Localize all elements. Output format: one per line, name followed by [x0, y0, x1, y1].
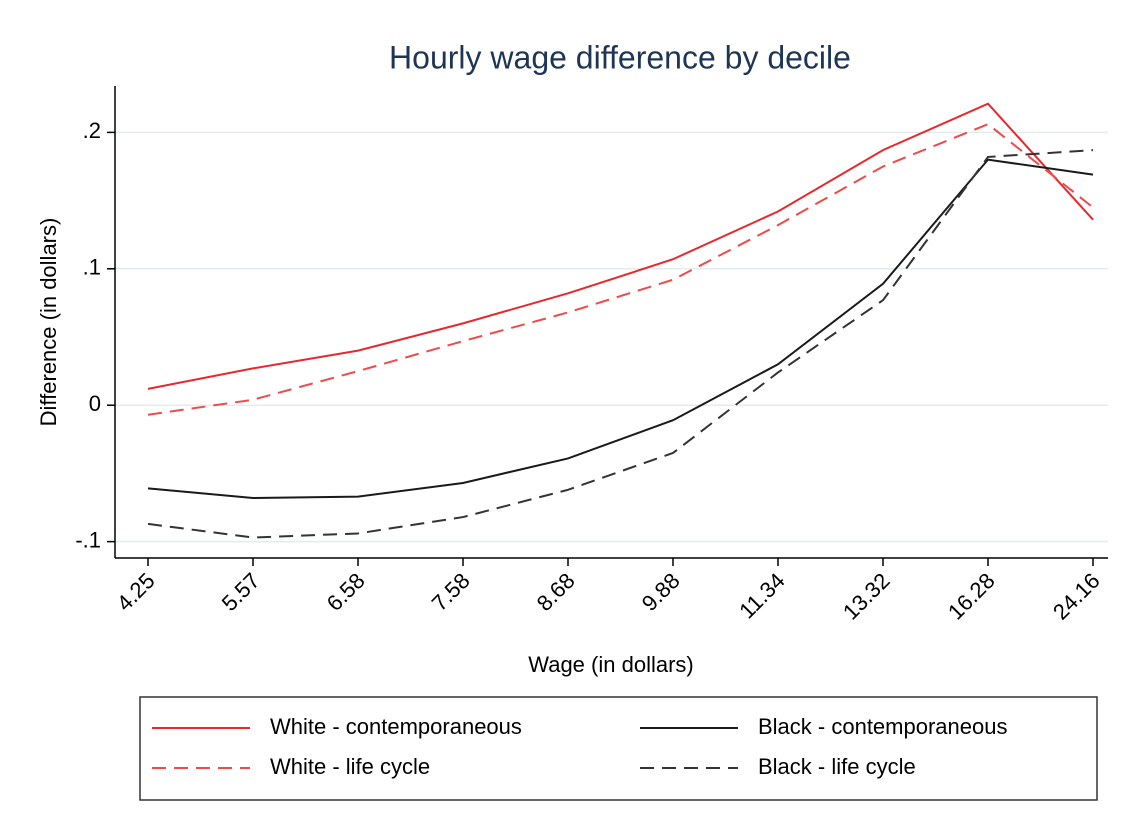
line-series — [147, 123, 1094, 416]
line-series — [147, 149, 1094, 539]
legend-box — [139, 696, 1098, 801]
chart-title: Hourly wage difference by decile — [389, 39, 851, 75]
line-series — [147, 102, 1094, 390]
legend-label: Black - contemporaneous — [758, 714, 1007, 739]
y-tick-label: -.1 — [75, 527, 101, 552]
y-tick-label: .1 — [83, 255, 101, 280]
legend-label: White - life cycle — [270, 754, 430, 779]
y-axis-label: Difference (in dollars) — [36, 218, 61, 427]
legend-label: White - contemporaneous — [270, 714, 522, 739]
x-axis-label: Wage (in dollars) — [528, 652, 693, 677]
legend-label: Black - life cycle — [758, 754, 916, 779]
y-tick-label: .2 — [83, 118, 101, 143]
y-tick-label: 0 — [89, 391, 101, 416]
line-series — [147, 158, 1094, 499]
